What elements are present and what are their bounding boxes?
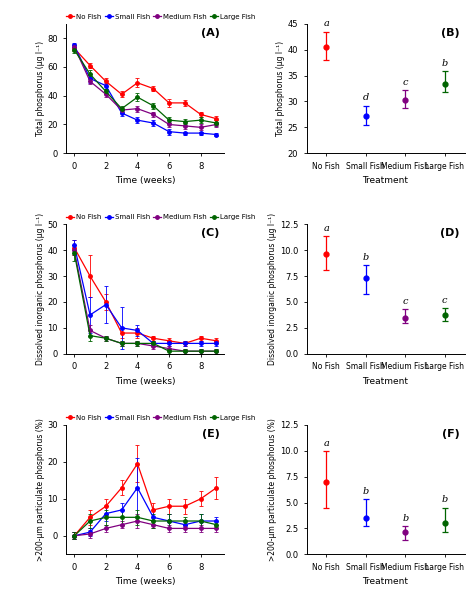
Text: (E): (E) (202, 429, 219, 439)
Text: d: d (363, 94, 369, 103)
X-axis label: Time (weeks): Time (weeks) (115, 377, 175, 386)
Text: (D): (D) (440, 228, 460, 238)
Text: b: b (363, 487, 369, 496)
Text: c: c (442, 296, 447, 305)
Text: c: c (402, 297, 408, 306)
Text: (F): (F) (442, 429, 460, 439)
Y-axis label: Dissolved inorganic phosphorus (µg l⁻¹): Dissolved inorganic phosphorus (µg l⁻¹) (268, 213, 277, 365)
Text: b: b (442, 495, 448, 504)
Legend: No Fish, Small Fish, Medium Fish, Large Fish: No Fish, Small Fish, Medium Fish, Large … (63, 11, 258, 23)
Legend: No Fish, Small Fish, Medium Fish, Large Fish: No Fish, Small Fish, Medium Fish, Large … (63, 412, 258, 424)
Text: b: b (363, 253, 369, 262)
Y-axis label: >200-µm particulate phosphorus (%): >200-µm particulate phosphorus (%) (36, 418, 45, 561)
Text: a: a (323, 224, 329, 232)
Text: b: b (402, 514, 409, 523)
X-axis label: Time (weeks): Time (weeks) (115, 577, 175, 586)
Text: a: a (323, 439, 329, 448)
Y-axis label: Total phosphorus (µg l⁻¹): Total phosphorus (µg l⁻¹) (276, 41, 285, 136)
Y-axis label: Total phosphorus (µg l⁻¹): Total phosphorus (µg l⁻¹) (36, 41, 45, 136)
Text: (C): (C) (201, 228, 219, 238)
X-axis label: Treatment: Treatment (363, 377, 409, 386)
X-axis label: Treatment: Treatment (363, 176, 409, 185)
Text: b: b (442, 59, 448, 68)
Legend: No Fish, Small Fish, Medium Fish, Large Fish: No Fish, Small Fish, Medium Fish, Large … (63, 212, 258, 223)
Text: (A): (A) (201, 28, 219, 38)
X-axis label: Treatment: Treatment (363, 577, 409, 586)
Y-axis label: Dissolved inorganic phosphorus (µg l⁻¹): Dissolved inorganic phosphorus (µg l⁻¹) (36, 213, 45, 365)
Text: a: a (323, 19, 329, 29)
X-axis label: Time (weeks): Time (weeks) (115, 176, 175, 185)
Y-axis label: >200-µm particulate phosphorus (%): >200-µm particulate phosphorus (%) (268, 418, 277, 561)
Text: (B): (B) (441, 28, 460, 38)
Text: c: c (402, 78, 408, 87)
